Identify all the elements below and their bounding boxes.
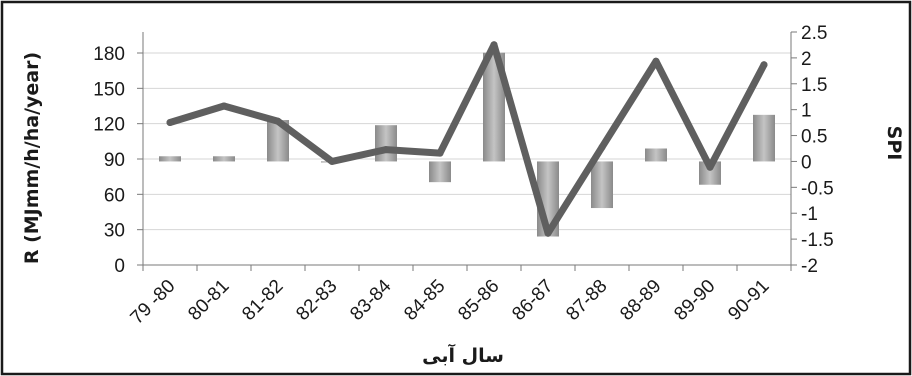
spi-bar bbox=[159, 156, 181, 162]
spi-bar bbox=[699, 161, 721, 185]
y2-tick-label: 2 bbox=[801, 49, 812, 70]
y2-tick-label: -0.5 bbox=[801, 178, 834, 199]
r-point bbox=[490, 41, 498, 49]
y2-tick-label: -1 bbox=[801, 204, 818, 225]
y2-tick-label: 2.5 bbox=[801, 23, 827, 44]
r-point bbox=[760, 61, 768, 69]
r-point bbox=[544, 229, 552, 237]
spi-bar bbox=[375, 125, 397, 162]
r-point bbox=[382, 146, 390, 154]
y-tick-label: 30 bbox=[104, 221, 125, 242]
r-point bbox=[328, 157, 336, 165]
y2-tick-label: -2 bbox=[801, 256, 818, 277]
axes bbox=[137, 31, 797, 271]
y2-tick-label: 0 bbox=[801, 152, 812, 173]
spi-bar bbox=[429, 161, 451, 183]
y-tick-label: 150 bbox=[93, 79, 125, 100]
y-tick-label: 180 bbox=[93, 44, 125, 65]
r-point bbox=[166, 118, 174, 126]
y-tick-label: 120 bbox=[93, 115, 125, 136]
spi-bars bbox=[159, 52, 775, 237]
y-tick-label: 60 bbox=[104, 185, 125, 206]
spi-bar bbox=[645, 148, 667, 162]
r-point bbox=[652, 57, 660, 65]
r-point bbox=[274, 117, 282, 125]
gridlines bbox=[143, 52, 791, 231]
y2-axis-title: SPI bbox=[883, 126, 905, 161]
r-point bbox=[220, 102, 228, 110]
y2-tick-label: -1.5 bbox=[801, 230, 834, 251]
spi-bar bbox=[213, 156, 235, 162]
y-tick-label: 0 bbox=[114, 256, 125, 277]
y-axis-title: R (MJmm/h/ha/year) bbox=[21, 52, 43, 264]
spi-bar bbox=[483, 52, 505, 162]
spi-bar bbox=[591, 161, 613, 209]
y2-tick-label: 0.5 bbox=[801, 127, 827, 148]
y2-tick-label: 1 bbox=[801, 101, 812, 122]
spi-bar bbox=[753, 114, 775, 162]
r-point bbox=[436, 149, 444, 157]
r-line-series bbox=[166, 41, 768, 237]
y-tick-label: 90 bbox=[104, 150, 125, 171]
x-axis-title: سال آبی bbox=[422, 343, 504, 367]
r-line bbox=[166, 41, 768, 237]
r-point bbox=[598, 143, 606, 151]
spi-bar bbox=[267, 120, 289, 162]
y2-tick-label: 1.5 bbox=[801, 75, 827, 96]
r-point bbox=[706, 163, 714, 171]
